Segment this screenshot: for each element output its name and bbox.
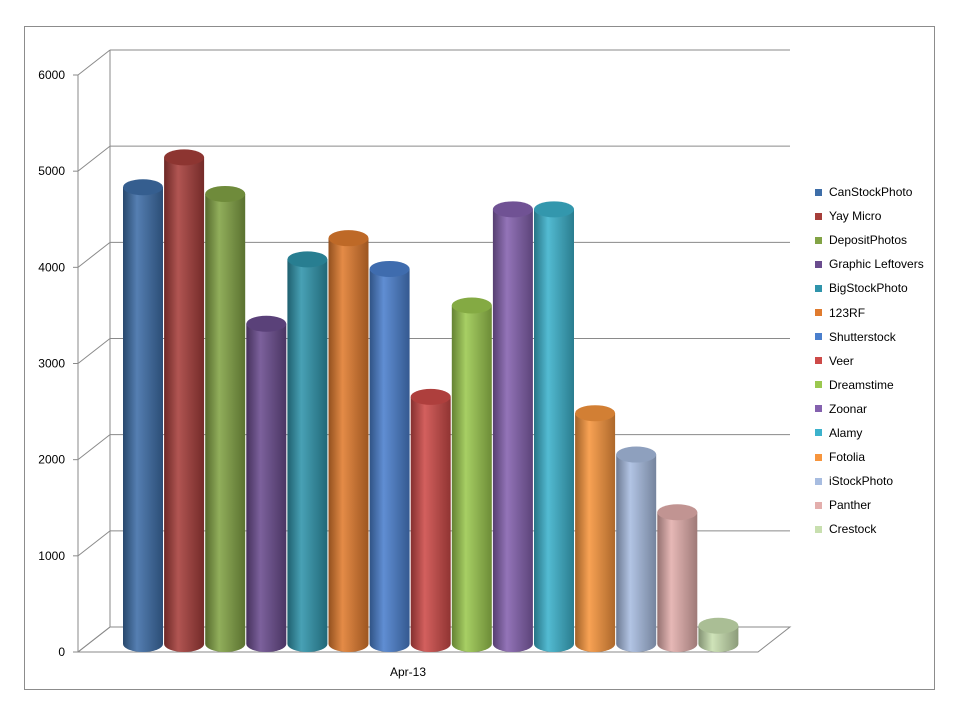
legend-label: Fotolia (829, 450, 866, 465)
legend-item: 123RF (815, 300, 945, 324)
legend-item: BigStockPhoto (815, 276, 945, 300)
legend-item: iStockPhoto (815, 469, 945, 493)
y-tick-label: 4000 (38, 260, 65, 274)
bar-depositphotos (205, 185, 246, 652)
y-tick-label: 0 (58, 645, 65, 659)
legend-item: CanStockPhoto (815, 180, 945, 204)
legend-label: Yay Micro (829, 209, 882, 224)
bar-dreamstime (451, 297, 492, 652)
legend-swatch (815, 405, 822, 413)
legend-swatch (815, 453, 822, 461)
legend-label: Panther (829, 498, 872, 513)
x-tick-label: Apr-13 (390, 665, 426, 679)
gridline (77, 49, 790, 76)
bar-bigstockphoto (287, 251, 328, 652)
legend-label: Alamy (829, 425, 863, 440)
legend-label: Shutterstock (829, 329, 896, 344)
legend-swatch (815, 429, 822, 437)
legend-label: Crestock (829, 522, 877, 537)
bar-yay-micro (164, 149, 205, 652)
bar-veer (410, 388, 451, 652)
bar-panther (657, 504, 698, 652)
y-tick-label: 5000 (38, 164, 65, 178)
legend-swatch (815, 381, 822, 389)
y-tick-label: 6000 (38, 68, 65, 82)
y-tick-label: 2000 (38, 453, 65, 467)
legend-swatch (815, 236, 822, 244)
legend-swatch (815, 525, 822, 533)
legend-swatch (815, 309, 822, 317)
legend-label: Graphic Leftovers (829, 257, 924, 272)
legend-swatch (815, 212, 822, 220)
legend-label: 123RF (829, 305, 866, 320)
bar-fotolia (575, 405, 616, 652)
bar-shutterstock (369, 260, 410, 652)
bar-canstockphoto (123, 179, 163, 653)
legend-swatch (815, 333, 822, 341)
legend-item: Graphic Leftovers (815, 252, 945, 276)
legend-label: CanStockPhoto (829, 185, 913, 200)
legend-label: Dreamstime (829, 377, 894, 392)
legend-label: Veer (829, 353, 854, 368)
bar-crestock (698, 617, 739, 652)
gridline (77, 145, 790, 172)
legend-item: DepositPhotos (815, 228, 945, 252)
axis-layer: 0 1000 2000 3000 4000 5000 6000 (38, 50, 792, 659)
bar-alamy (534, 201, 574, 652)
bar-graphic-leftovers (246, 315, 287, 652)
legend-item: Zoonar (815, 397, 945, 421)
bar-zoonar (492, 201, 533, 652)
legend-item: Alamy (815, 421, 945, 445)
floor (76, 626, 792, 653)
bar-123rf (328, 230, 369, 652)
legend-item: Shutterstock (815, 325, 945, 349)
legend-swatch (815, 477, 822, 485)
legend-item: Veer (815, 349, 945, 373)
legend-swatch (815, 284, 822, 292)
legend-label: Zoonar (829, 401, 868, 416)
legend-swatch (815, 260, 822, 268)
legend-swatch (815, 188, 822, 196)
legend-swatch (815, 501, 822, 509)
bar-layer (123, 149, 739, 653)
y-tick-label: 1000 (38, 549, 65, 563)
legend-label: iStockPhoto (829, 474, 894, 489)
legend-swatch (815, 357, 822, 365)
legend-item: Crestock (815, 517, 945, 541)
legend-item: Fotolia (815, 445, 945, 469)
legend-item: Panther (815, 493, 945, 517)
legend-label: DepositPhotos (829, 233, 908, 248)
legend-item: Yay Micro (815, 204, 945, 228)
legend-item: Dreamstime (815, 373, 945, 397)
bar-istockphoto (616, 446, 657, 652)
y-tick-label: 3000 (38, 357, 65, 371)
legend: CanStockPhoto Yay Micro DepositPhotos Graph… (815, 180, 945, 541)
legend-label: BigStockPhoto (829, 281, 908, 296)
